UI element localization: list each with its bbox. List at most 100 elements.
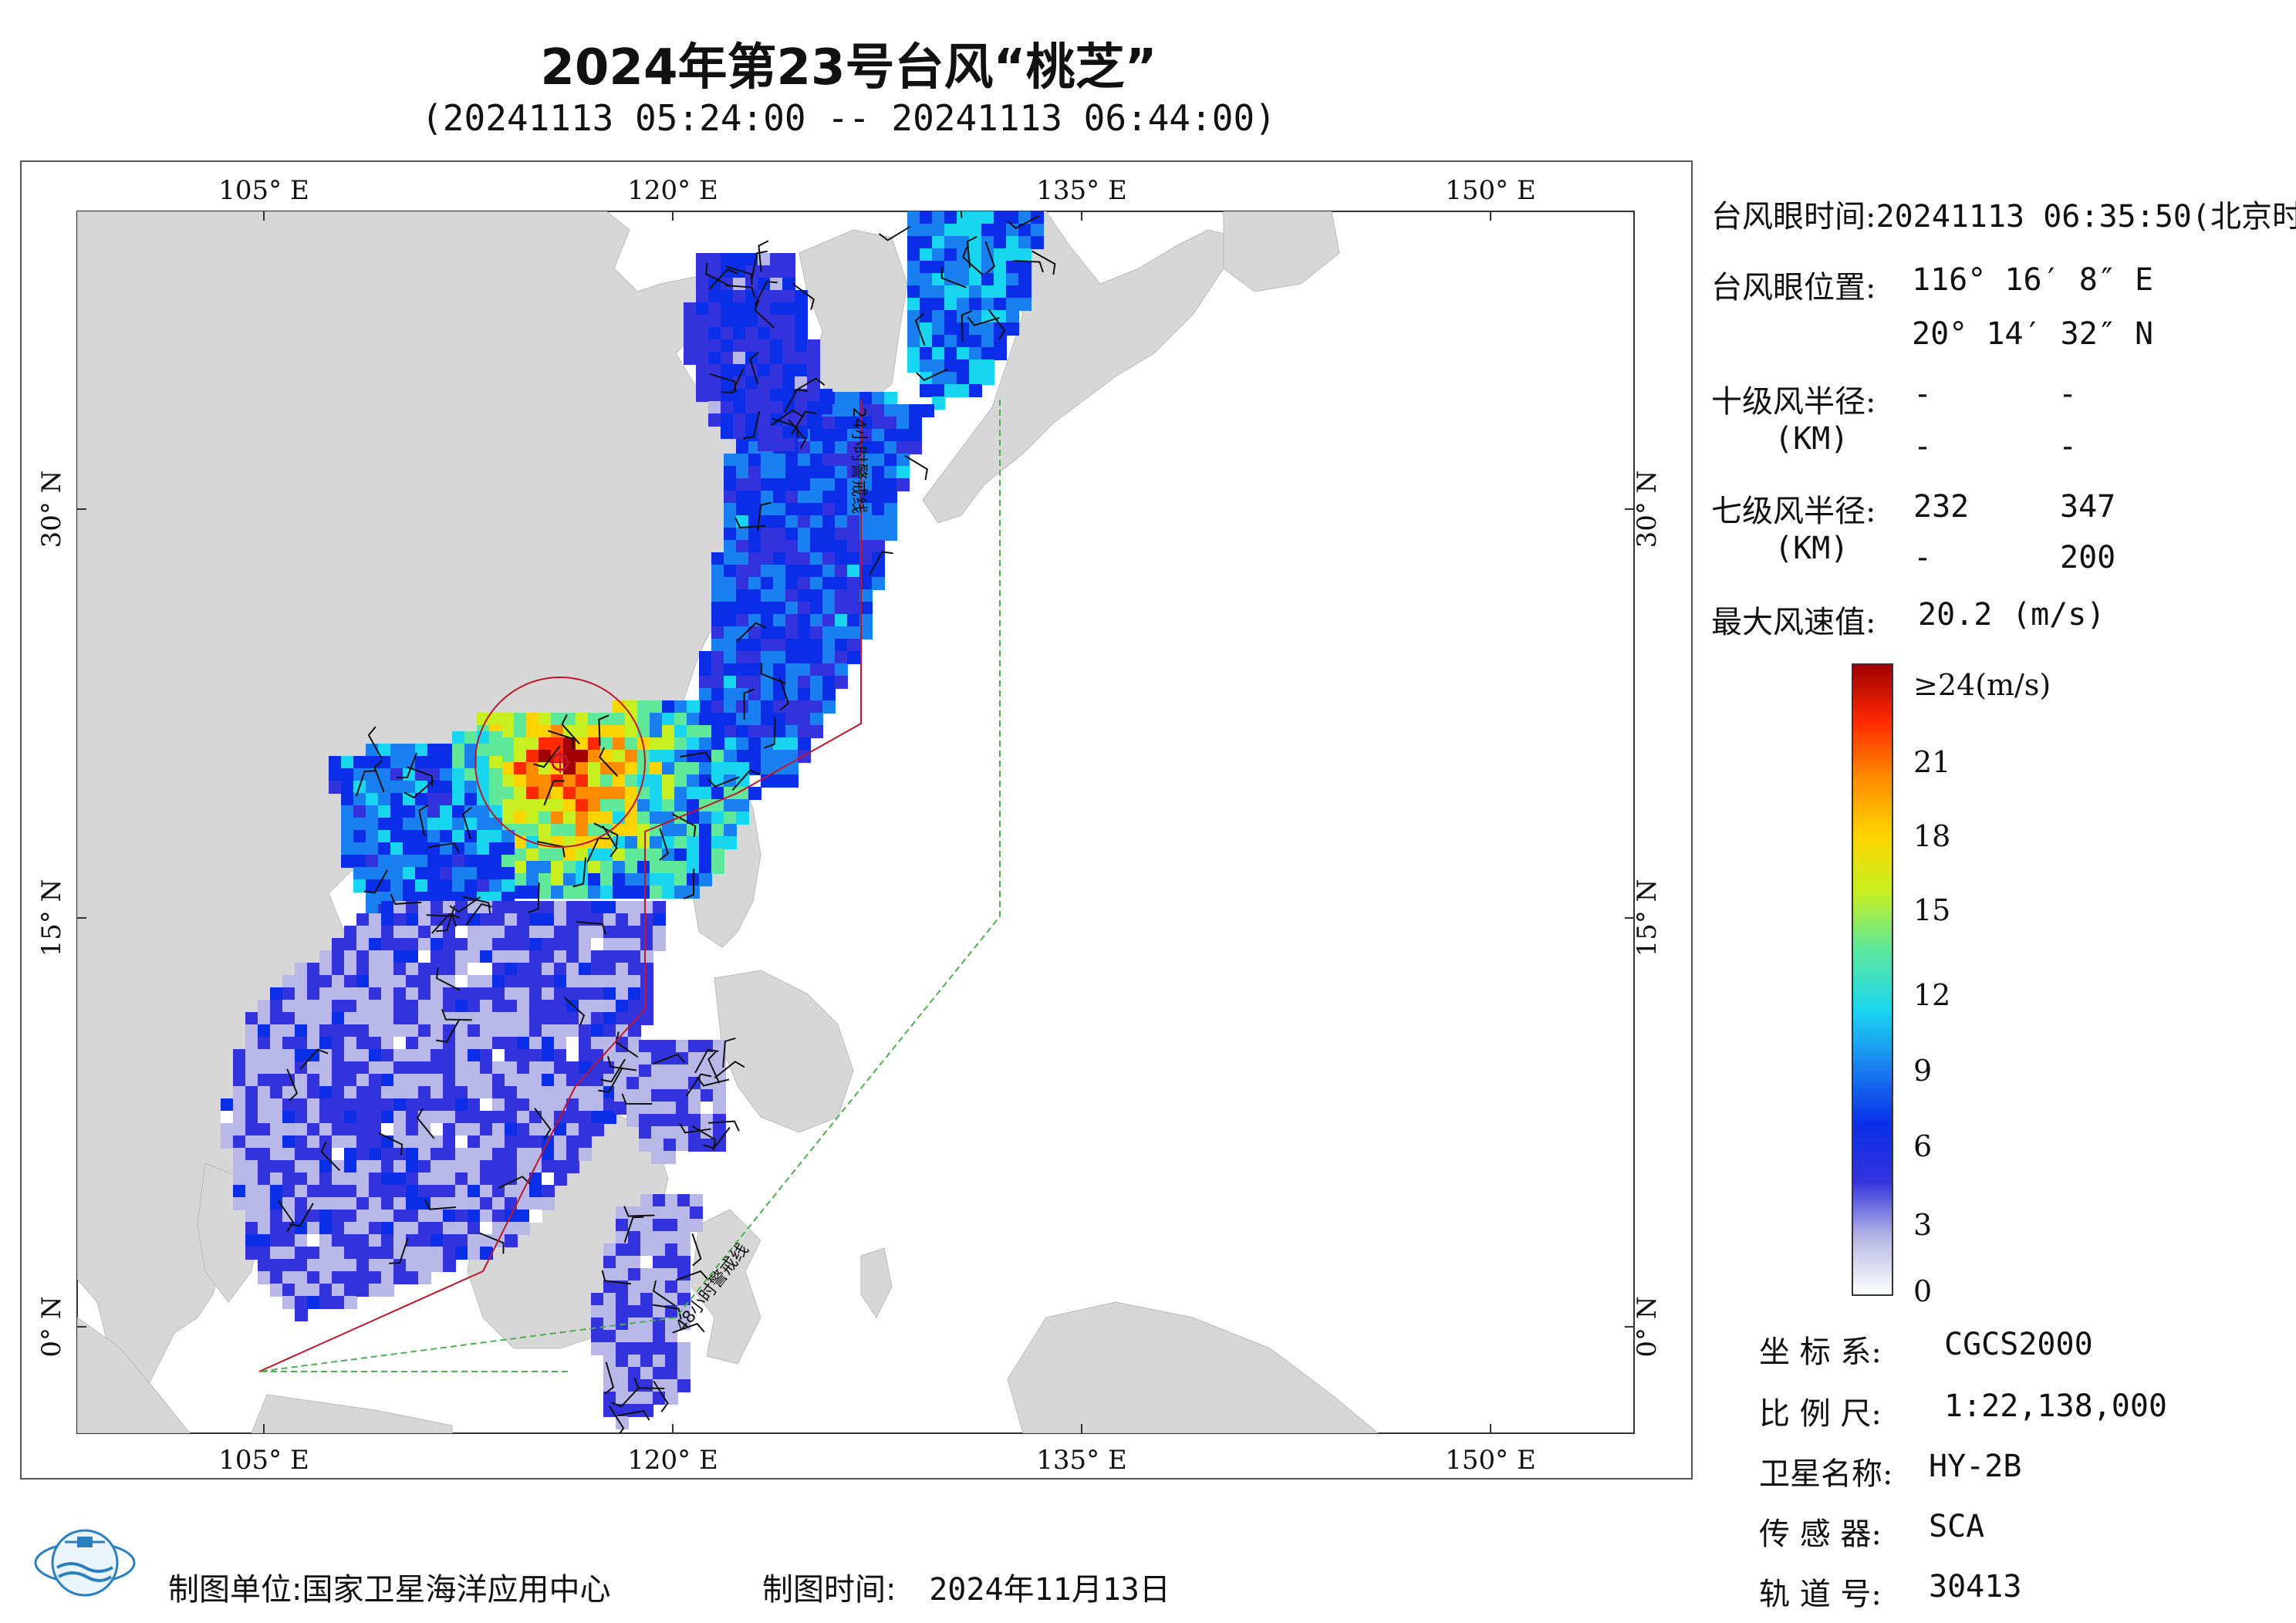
wind-cell — [736, 651, 749, 664]
wind-cell — [245, 1148, 258, 1161]
wind-cell — [332, 1222, 345, 1235]
wind-cell — [369, 1049, 382, 1062]
wind-barb — [373, 759, 385, 792]
wind-cell — [969, 372, 982, 385]
wind-cell — [773, 614, 786, 627]
wind-field-map[interactable]: 24小时警戒线 48小时警戒线 105° E 120° E 135° E 150… — [20, 160, 1693, 1480]
wind-cell — [637, 737, 650, 751]
wind-cell — [505, 913, 518, 926]
wind-barb — [696, 1076, 730, 1087]
wind-cell — [724, 651, 737, 664]
wind-cell — [406, 950, 419, 963]
wind-cell — [616, 1219, 629, 1232]
wind-cell — [653, 1206, 666, 1220]
wind-barb — [609, 1405, 625, 1433]
wind-cell — [724, 626, 737, 639]
wind-cell — [994, 211, 1007, 224]
wind-cell — [859, 441, 873, 454]
wind-cell — [529, 1098, 542, 1112]
wind-cell — [554, 901, 567, 914]
wind-cell — [430, 1197, 444, 1210]
wind-cell — [748, 466, 761, 479]
wind-cell — [591, 950, 604, 963]
wind-cell — [674, 774, 687, 788]
wind-cell — [699, 762, 712, 775]
wind-cell — [579, 1086, 592, 1099]
wind-cell — [626, 1102, 640, 1115]
wind-cell — [566, 1012, 579, 1025]
wind-cell — [957, 335, 970, 348]
wind-cell — [591, 1330, 604, 1343]
wind-cell — [468, 963, 481, 976]
wind-cell — [761, 528, 774, 541]
wind-cell — [332, 1148, 345, 1161]
wind-cell — [684, 327, 697, 340]
wind-cell — [909, 417, 922, 430]
wind-cell — [282, 975, 295, 988]
wind-cell — [403, 855, 416, 868]
wind-cell — [529, 950, 542, 963]
wind-cell — [468, 1000, 481, 1013]
wind-cell — [745, 327, 758, 340]
left-axis-label: 15° N — [36, 879, 67, 957]
wind-cell — [785, 540, 799, 553]
wind-cell — [724, 836, 737, 849]
wind-cell — [452, 830, 465, 843]
wind-cell — [758, 315, 771, 328]
wind-cell — [835, 404, 848, 417]
wind-cell — [529, 1024, 542, 1038]
wind-cell — [443, 1222, 456, 1235]
land-java — [251, 1394, 453, 1433]
wind-cell — [724, 750, 737, 763]
wind-cell — [554, 1000, 567, 1013]
wind-cell — [307, 1296, 320, 1309]
wind-cell — [603, 1268, 616, 1281]
wind-cell — [637, 824, 650, 837]
wind-cell — [687, 787, 700, 800]
wind-cell — [381, 1234, 394, 1247]
wind-cell — [640, 1219, 653, 1232]
wind-cell — [640, 1194, 653, 1207]
wind-cell — [920, 298, 933, 311]
wind-cell — [677, 1256, 690, 1269]
wind-cell — [785, 589, 799, 602]
wind-cell — [452, 793, 465, 806]
wind-barb — [791, 410, 817, 435]
wind-cell — [613, 737, 626, 751]
wind-cell — [307, 1012, 320, 1025]
wind-barb — [962, 246, 984, 275]
wind-cell — [736, 787, 749, 800]
wind-cell — [637, 799, 650, 812]
wind-cell — [307, 1234, 320, 1247]
wind-cell — [616, 1342, 629, 1355]
wind-cell — [785, 688, 799, 701]
wind-cell — [708, 376, 721, 390]
wind-cell — [625, 787, 638, 800]
wind-cell — [748, 626, 761, 639]
wind-cell — [295, 1098, 308, 1112]
wind-cell — [270, 987, 283, 1000]
wind-cell — [378, 842, 391, 855]
orbit-value: 30413 — [1929, 1569, 2022, 1604]
wind-cell — [616, 913, 629, 926]
wind-cell — [736, 491, 749, 504]
wind-cell — [651, 1139, 664, 1152]
wind-cell — [356, 1197, 370, 1210]
wind-cell — [640, 1256, 653, 1269]
wind-cell — [920, 335, 933, 348]
wind-cell — [542, 1111, 555, 1124]
wind-barb — [436, 967, 461, 991]
wind-cell — [650, 812, 663, 825]
wind-barb — [779, 678, 790, 711]
wind-cell — [381, 1259, 394, 1272]
wind-cell — [665, 1194, 678, 1207]
wind-cell — [341, 756, 354, 769]
wind-cell — [807, 389, 820, 402]
wind-cell — [994, 298, 1007, 311]
wind-cell — [344, 926, 357, 939]
wind-cell — [526, 849, 539, 862]
wind-cell — [625, 774, 638, 788]
wind-cell — [270, 1037, 283, 1050]
wind-cell — [696, 364, 709, 377]
wind-cell — [443, 1173, 456, 1186]
